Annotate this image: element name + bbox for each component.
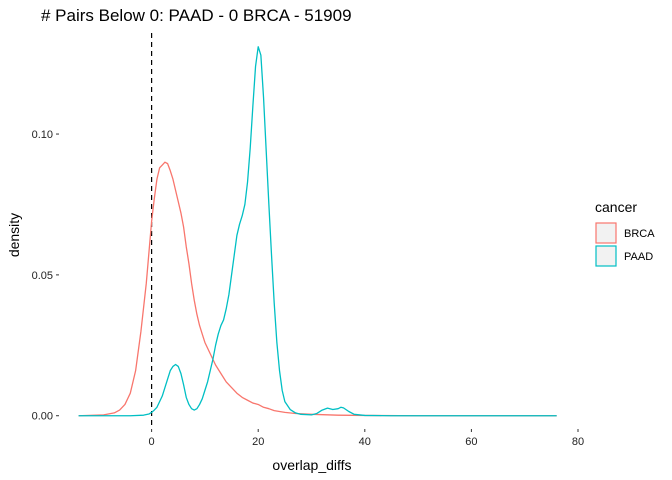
x-tick-label: 60 bbox=[465, 436, 477, 448]
legend-title: cancer bbox=[595, 199, 637, 215]
x-axis: 0 20 40 60 80 bbox=[149, 429, 584, 448]
y-tick-label: 0.00 bbox=[32, 411, 53, 423]
x-tick-label: 20 bbox=[252, 436, 264, 448]
density-series bbox=[78, 46, 557, 417]
series-line-brca bbox=[78, 161, 557, 417]
chart-title: # Pairs Below 0: PAAD - 0 BRCA - 51909 bbox=[41, 6, 352, 25]
x-axis-title: overlap_diffs bbox=[272, 457, 351, 473]
y-tick-label: 0.10 bbox=[32, 129, 53, 141]
y-axis-title: density bbox=[6, 213, 22, 257]
legend: cancer BRCA PAAD bbox=[595, 199, 655, 267]
legend-label-brca: BRCA bbox=[624, 228, 655, 240]
x-tick-label: 0 bbox=[149, 436, 155, 448]
legend-key-brca bbox=[595, 222, 617, 244]
series-line-paad bbox=[78, 46, 557, 417]
x-tick-label: 80 bbox=[572, 436, 584, 448]
legend-key-paad bbox=[595, 245, 617, 267]
y-axis: 0.00 0.05 0.10 bbox=[32, 129, 59, 423]
y-tick-label: 0.05 bbox=[32, 270, 53, 282]
x-tick-label: 40 bbox=[359, 436, 371, 448]
legend-label-paad: PAAD bbox=[624, 251, 653, 263]
